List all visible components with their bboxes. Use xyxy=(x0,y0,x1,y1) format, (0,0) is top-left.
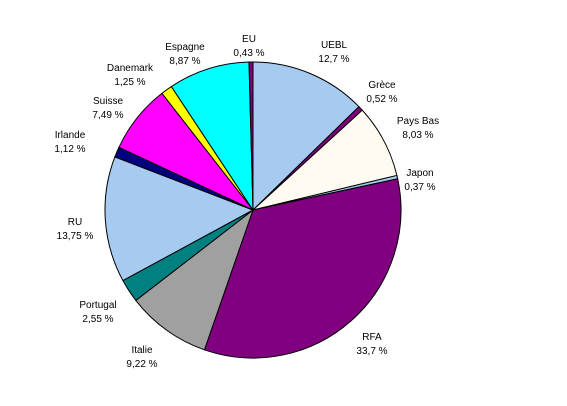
slice-label-portugal: Portugal xyxy=(79,300,116,311)
slice-value-italie: 9,22 % xyxy=(126,359,157,370)
slice-label-grece: Grèce xyxy=(368,80,396,91)
slice-espagne xyxy=(170,61,254,212)
slice-label-rfa: RFA xyxy=(362,332,382,343)
slice-value-ru: 13,75 % xyxy=(57,231,94,242)
slice-value-espagne: 8,87 % xyxy=(169,56,200,67)
slice-label-espagne: Espagne xyxy=(165,42,205,53)
slice-value-irlande: 1,12 % xyxy=(54,144,85,155)
slice-label-uebl: UEBL xyxy=(321,40,348,51)
slice-label-italie: Italie xyxy=(131,345,153,356)
slice-value-danemark: 1,25 % xyxy=(114,77,145,88)
slice-ru xyxy=(104,156,255,282)
slice-value-grece: 0,52 % xyxy=(366,94,397,105)
slice-value-pays-bas: 8,03 % xyxy=(402,130,433,141)
slice-value-rfa: 33,7 % xyxy=(356,346,387,357)
pie-labels: UEBL 12,7 % Grèce 0,52 %Pays Bas 8,03 % Japon… xyxy=(54,34,439,370)
slice-label-danemark: Danemark xyxy=(107,63,154,74)
slice-label-japon: Japon xyxy=(406,168,433,179)
slice-value-japon: 0,37 % xyxy=(404,182,435,193)
slice-rfa xyxy=(203,178,402,359)
slice-label-ru: RU xyxy=(68,217,82,228)
slice-label-pays-bas: Pays Bas xyxy=(397,116,439,127)
pie-slices xyxy=(104,61,402,359)
slice-value-uebl: 12,7 % xyxy=(318,54,349,65)
slice-italie xyxy=(135,208,255,351)
slice-value-suisse: 7,49 % xyxy=(92,110,123,121)
slice-label-suisse: Suisse xyxy=(93,96,123,107)
slice-value-portugal: 2,55 % xyxy=(82,314,113,325)
slice-value-eu: 0,43 % xyxy=(233,48,264,59)
slice-eu xyxy=(248,61,254,211)
slice-label-eu: EU xyxy=(242,34,256,45)
slice-uebl xyxy=(252,61,360,212)
slice-label-irlande: Irlande xyxy=(55,130,86,141)
